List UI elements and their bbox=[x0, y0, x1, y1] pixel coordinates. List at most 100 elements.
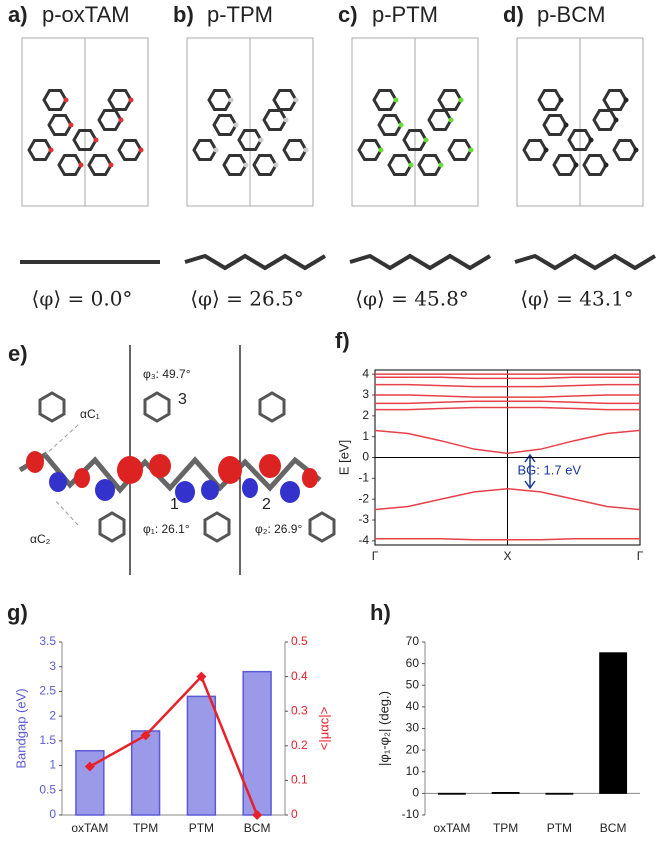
atom bbox=[273, 162, 279, 168]
panel-label: d) bbox=[503, 2, 524, 27]
ring bbox=[542, 113, 568, 137]
annotation: 3 bbox=[178, 391, 187, 408]
angle-value: ⟨φ⟩ = 43.1° bbox=[520, 287, 634, 311]
y-tick-label: -3 bbox=[358, 512, 369, 526]
panel-label: a) bbox=[8, 2, 28, 27]
angle-value: ⟨φ⟩ = 0.0° bbox=[32, 287, 133, 311]
atom bbox=[93, 137, 99, 143]
annotation: αC₂ bbox=[30, 532, 51, 546]
atom bbox=[258, 137, 264, 143]
annotation: φ₃: 49.7° bbox=[143, 367, 191, 381]
y2-tick-label: 0 bbox=[291, 807, 298, 821]
ring bbox=[272, 88, 298, 112]
y-axis-label: E [eV] bbox=[336, 440, 351, 475]
atom bbox=[573, 162, 579, 168]
y2-tick-label: 0.2 bbox=[291, 738, 308, 752]
y-tick-label: 60 bbox=[406, 656, 420, 670]
y-tick-label: 4 bbox=[362, 366, 369, 380]
band-line bbox=[374, 487, 641, 511]
atom bbox=[108, 162, 114, 168]
line bbox=[89, 674, 259, 816]
y-tick-label: 1 bbox=[362, 429, 369, 443]
atom bbox=[283, 117, 289, 123]
ring bbox=[552, 153, 578, 177]
bar bbox=[437, 792, 466, 795]
ring bbox=[282, 138, 308, 162]
y2-tick-label: 0.3 bbox=[291, 703, 308, 717]
ring bbox=[592, 108, 618, 132]
ring bbox=[72, 128, 98, 152]
annotation: 1 bbox=[170, 496, 179, 513]
bar bbox=[186, 695, 217, 816]
atom bbox=[293, 97, 299, 103]
atom bbox=[138, 147, 144, 153]
band-line bbox=[375, 538, 640, 541]
band-line bbox=[375, 383, 640, 388]
ring bbox=[192, 138, 218, 162]
y-tick-label: -1 bbox=[358, 471, 369, 485]
side-view bbox=[349, 253, 492, 271]
panel-title: p-TPM bbox=[207, 2, 273, 27]
panel-title: p-PTM bbox=[372, 2, 438, 27]
atom bbox=[448, 117, 454, 123]
ring bbox=[377, 113, 403, 137]
marker bbox=[140, 730, 151, 741]
ring bbox=[447, 138, 473, 162]
panel-label: c) bbox=[338, 2, 358, 27]
ring bbox=[207, 88, 233, 112]
x-tick-label: PTM bbox=[189, 821, 214, 835]
atom bbox=[63, 97, 69, 103]
y-tick-label: 1.5 bbox=[39, 733, 56, 747]
y-tick-label: 20 bbox=[406, 742, 420, 756]
atom bbox=[378, 147, 384, 153]
band-line bbox=[375, 394, 640, 398]
x-tick-label: BCM bbox=[600, 821, 627, 835]
x-tick-label: PTM bbox=[547, 821, 572, 835]
y-tick-label: 2.5 bbox=[39, 684, 56, 698]
ring bbox=[582, 153, 608, 177]
y-tick-label: 10 bbox=[406, 764, 420, 778]
panel-label: f) bbox=[335, 328, 350, 353]
atom bbox=[423, 137, 429, 143]
x-tick-label: Γ bbox=[372, 549, 379, 563]
atom bbox=[78, 162, 84, 168]
ring bbox=[387, 153, 413, 177]
ring bbox=[212, 113, 238, 137]
marker bbox=[196, 671, 207, 682]
bar bbox=[491, 792, 520, 794]
side-view bbox=[184, 253, 327, 271]
y-tick-label: 30 bbox=[406, 721, 420, 735]
x-tick-label: BCM bbox=[244, 821, 271, 835]
ring bbox=[602, 88, 628, 112]
x-tick-label: TPM bbox=[493, 821, 518, 835]
atom bbox=[613, 117, 619, 123]
atom bbox=[398, 122, 404, 128]
ring bbox=[87, 153, 113, 177]
atom bbox=[458, 97, 464, 103]
panel-label: b) bbox=[173, 2, 194, 27]
ring bbox=[537, 88, 563, 112]
atom bbox=[623, 97, 629, 103]
atom bbox=[468, 147, 474, 153]
atom bbox=[118, 117, 124, 123]
ring bbox=[97, 108, 123, 132]
annotation: φ₁: 26.1° bbox=[143, 522, 190, 536]
angle-value: ⟨φ⟩ = 26.5° bbox=[190, 287, 304, 311]
marker bbox=[252, 810, 263, 820]
side-view bbox=[514, 253, 657, 271]
y-tick-label: 3 bbox=[362, 387, 369, 401]
ring bbox=[357, 138, 383, 162]
y2-tick-label: 0.5 bbox=[291, 634, 308, 648]
ring bbox=[57, 153, 83, 177]
ring bbox=[372, 88, 398, 112]
ring bbox=[47, 113, 73, 137]
atom bbox=[228, 97, 234, 103]
atom bbox=[438, 162, 444, 168]
atom bbox=[588, 137, 594, 143]
panel-label: e) bbox=[8, 341, 28, 366]
atom bbox=[558, 97, 564, 103]
y-tick-label: 2 bbox=[49, 708, 56, 722]
ring bbox=[222, 153, 248, 177]
